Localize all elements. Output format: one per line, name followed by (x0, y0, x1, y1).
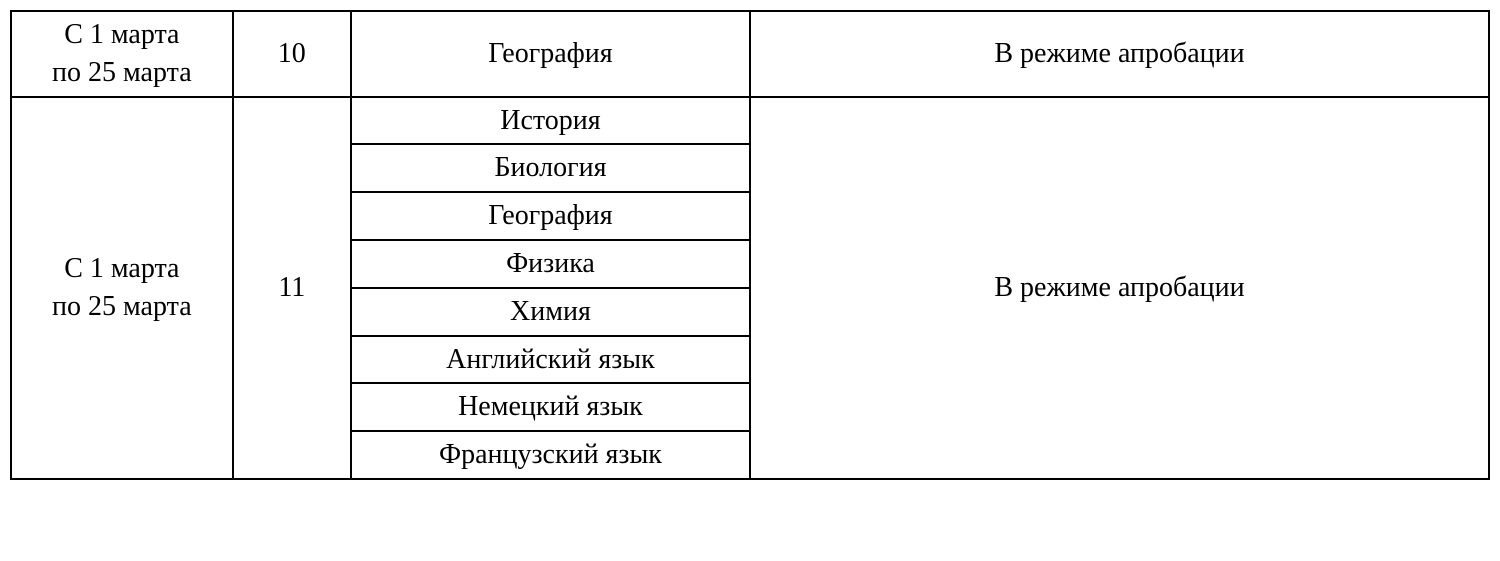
subject-cell: Биология (351, 144, 750, 192)
subject-cell: География (351, 11, 750, 97)
period-line1: С 1 марта (64, 19, 179, 50)
period-cell: С 1 марта по 25 марта (11, 97, 233, 479)
subject-cell: География (351, 192, 750, 240)
mode-cell: В режиме апробации (750, 97, 1489, 479)
table-row: С 1 марта по 25 марта 11 История В режим… (11, 97, 1489, 145)
period-line2: по 25 марта (52, 291, 192, 322)
grade-cell: 11 (233, 97, 351, 479)
period-line2: по 25 марта (52, 57, 192, 88)
period-line1: С 1 марта (64, 253, 179, 284)
subject-cell: Французский язык (351, 431, 750, 479)
table-row: С 1 марта по 25 марта 10 География В реж… (11, 11, 1489, 97)
subject-cell: Химия (351, 288, 750, 336)
schedule-table: С 1 марта по 25 марта 10 География В реж… (10, 10, 1490, 480)
subject-cell: История (351, 97, 750, 145)
mode-cell: В режиме апробации (750, 11, 1489, 97)
grade-cell: 10 (233, 11, 351, 97)
subject-cell: Физика (351, 240, 750, 288)
period-cell: С 1 марта по 25 марта (11, 11, 233, 97)
subject-cell: Английский язык (351, 336, 750, 384)
subject-cell: Немецкий язык (351, 383, 750, 431)
